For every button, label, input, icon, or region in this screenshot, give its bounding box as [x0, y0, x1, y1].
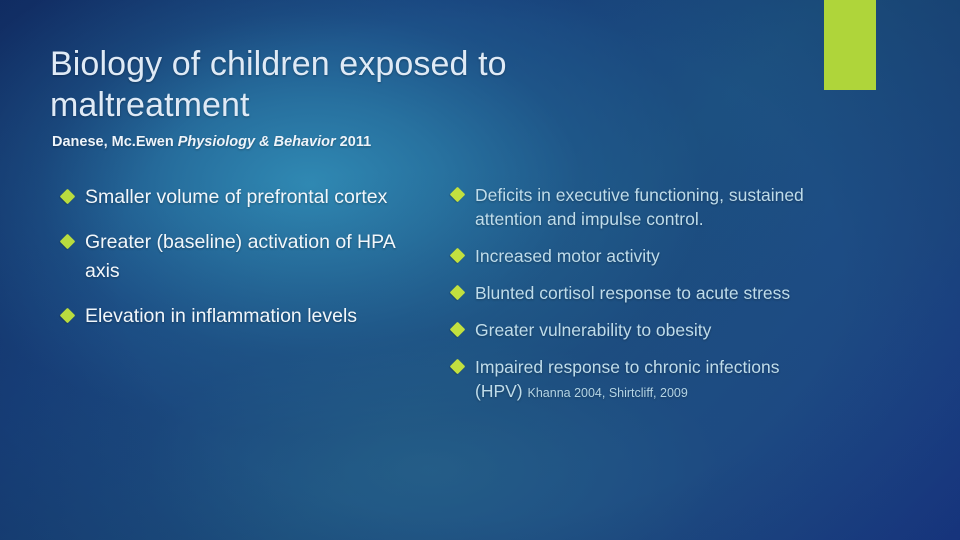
accent-rectangle — [824, 0, 876, 90]
bullet-column-left: Smaller volume of prefrontal cortex Grea… — [59, 183, 422, 347]
bullet-text: Smaller volume of prefrontal cortex — [85, 186, 388, 208]
list-item: Impaired response to chronic infections … — [449, 355, 812, 405]
list-item: Increased motor activity — [449, 244, 812, 268]
diamond-bullet-icon — [59, 307, 76, 324]
slide-subtitle: Danese, Mc.Ewen Physiology & Behavior 20… — [52, 133, 371, 151]
bullet-text: Deficits in executive functioning, susta… — [475, 185, 804, 229]
subtitle-journal: Physiology & Behavior — [177, 134, 336, 150]
diamond-bullet-icon — [449, 321, 466, 338]
bullet-text: Greater (baseline) activation of HPA axi… — [85, 231, 395, 282]
diamond-bullet-icon — [449, 284, 466, 301]
bullet-text: Blunted cortisol response to acute stres… — [475, 283, 791, 303]
list-item: Greater (baseline) activation of HPA axi… — [59, 228, 422, 286]
bullet-text: Elevation in inflammation levels — [85, 305, 358, 327]
list-item: Deficits in executive functioning, susta… — [449, 183, 812, 231]
citation-reference: Khanna 2004, Shirtcliff, 2009 — [527, 386, 688, 400]
list-item: Elevation in inflammation levels — [59, 302, 422, 331]
diamond-bullet-icon — [59, 188, 76, 205]
bullet-text: Impaired response to chronic infections … — [475, 357, 780, 401]
list-item: Smaller volume of prefrontal cortex — [59, 183, 422, 212]
diamond-bullet-icon — [449, 358, 466, 375]
list-item: Blunted cortisol response to acute stres… — [449, 281, 812, 305]
diamond-bullet-icon — [449, 186, 466, 203]
diamond-bullet-icon — [449, 247, 466, 264]
slide-title: Biology of children exposed to maltreatm… — [50, 45, 507, 124]
subtitle-authors: Danese, Mc.Ewen — [52, 134, 178, 150]
bullet-column-right: Deficits in executive functioning, susta… — [449, 183, 812, 418]
list-item: Greater vulnerability to obesity — [449, 318, 812, 342]
bullet-text: Greater vulnerability to obesity — [475, 320, 712, 340]
diamond-bullet-icon — [59, 233, 76, 250]
subtitle-year: 2011 — [335, 134, 372, 150]
bullet-text: Increased motor activity — [475, 246, 660, 266]
bullet-text-with-citation: Impaired response to chronic infections … — [475, 355, 812, 405]
